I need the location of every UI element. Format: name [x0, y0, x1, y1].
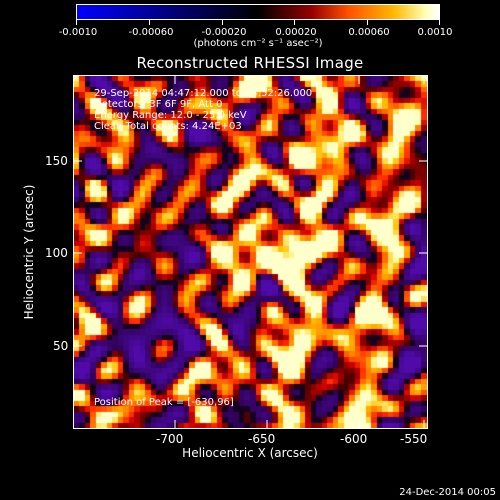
colorbar-tick: [76, 20, 77, 25]
colorbar-tick: [222, 20, 223, 25]
x-tick-label: -550: [400, 432, 428, 446]
colorbar-units: (photons cm⁻² s⁻¹ asec⁻²): [193, 38, 323, 49]
time-range-text: 29-Sep-2014 04:47:12.000 to 04:52:26.000: [94, 88, 313, 99]
x-tick-label: -600: [340, 432, 368, 446]
clean-counts-text: Clean Total counts: 4.24E+03: [94, 121, 242, 132]
detectors-text: Detectors: 3F 6F 9F, Att 0: [94, 99, 223, 110]
y-tick-label: 100: [45, 246, 68, 260]
date-stamp: 24-Dec-2014 00:05: [399, 487, 496, 498]
rhessi-image-plot: 29-Sep-2014 04:47:12.000 to 04:52:26.000…: [73, 75, 428, 429]
colorbar-tick: [149, 20, 150, 25]
energy-range-text: Energy Range: 12.0 - 25.0 keV: [94, 110, 247, 121]
colorbar-tick-label: -0.00060: [128, 27, 174, 38]
colorbar-tick-label: -0.00020: [201, 27, 247, 38]
colorbar-tick: [294, 20, 295, 25]
colorbar: [76, 4, 440, 20]
x-tick-label: -650: [248, 432, 276, 446]
image-title: Reconstructed RHESSI Image: [136, 54, 364, 72]
colorbar-tick-label: 0.00060: [348, 27, 390, 38]
colorbar-tick: [367, 20, 368, 25]
colorbar-tick-label: 0.00020: [275, 27, 317, 38]
peak-position-text: Position of Peak = [-630,96]: [94, 397, 234, 408]
colorbar-tick-label: -0.0010: [58, 27, 98, 38]
colorbar-tick: [439, 20, 440, 25]
x-tick-label: -700: [156, 432, 184, 446]
heatmap-image: [74, 76, 427, 428]
colorbar-tick-label: 0.0010: [417, 27, 453, 38]
x-axis-label: Heliocentric X (arcsec): [182, 446, 318, 460]
y-tick-label: 150: [45, 154, 68, 168]
y-axis-label: Heliocentric Y (arcsec): [22, 184, 36, 320]
y-tick-label: 50: [53, 339, 69, 353]
